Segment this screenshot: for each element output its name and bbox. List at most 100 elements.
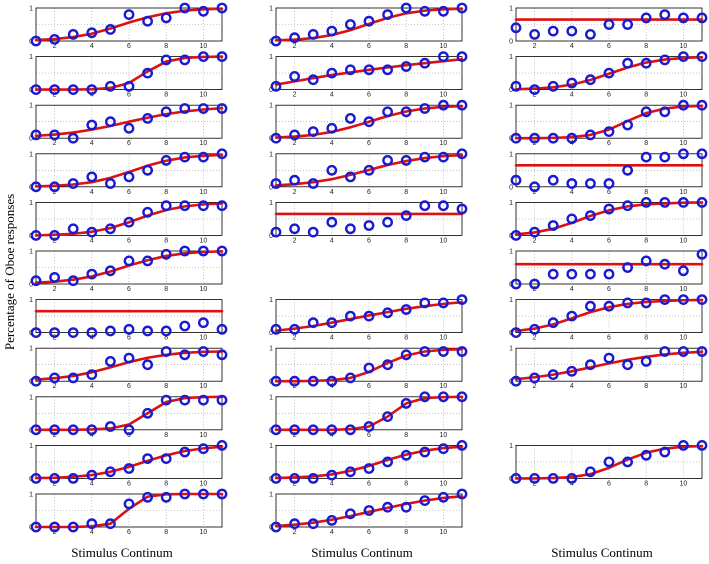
data-point [49, 84, 60, 96]
data-point [659, 258, 671, 270]
data-point [160, 394, 172, 406]
y-tick-label: 1 [269, 103, 273, 110]
data-point [270, 132, 282, 144]
data-point [510, 22, 522, 34]
data-point [123, 352, 135, 364]
data-point [142, 113, 154, 124]
data-point [510, 80, 522, 92]
data-point [179, 446, 191, 458]
x-tick-label: 2 [293, 189, 297, 196]
data-point [197, 443, 209, 455]
panel-frame [275, 201, 463, 236]
panel-frame [35, 104, 223, 139]
x-tick-label: 2 [293, 43, 297, 50]
data-point [696, 148, 708, 160]
data-point [326, 424, 338, 436]
data-point [419, 103, 431, 114]
x-tick-label: 6 [607, 140, 611, 147]
data-point [363, 64, 375, 76]
panel-c2-r2: 2 4 6 8 10 0 1 [269, 51, 468, 99]
data-point [547, 472, 559, 484]
data-point [640, 151, 652, 163]
x-tick-label: 4 [330, 92, 334, 99]
panel-frame [35, 201, 223, 236]
x-tick-label: 8 [644, 335, 648, 342]
y-tick-label: 0 [29, 282, 33, 289]
fit-curve [274, 300, 464, 332]
data-point [344, 223, 356, 235]
y-tick-label: 0 [509, 184, 513, 191]
x-tick-label: 10 [200, 286, 208, 293]
x-tick-label: 6 [607, 237, 611, 244]
data-point [456, 2, 468, 14]
x-tick-label: 4 [570, 140, 574, 147]
x-tick-label: 8 [644, 189, 648, 196]
x-tick-label: 2 [533, 480, 537, 487]
fit-curve [274, 57, 464, 86]
data-point [566, 25, 578, 37]
y-tick-label: 1 [269, 346, 273, 353]
data-point [49, 33, 60, 45]
x-tick-label: 4 [330, 335, 334, 342]
fit-curve [34, 7, 224, 42]
data-point [382, 9, 393, 20]
x-tick-label: 10 [680, 383, 688, 390]
data-point [585, 210, 596, 222]
y-tick-label: 1 [269, 6, 273, 13]
data-point [142, 359, 154, 371]
data-point [86, 171, 98, 183]
data-point [510, 174, 522, 186]
x-tick-label: 2 [533, 140, 537, 147]
x-tick-label: 2 [533, 335, 537, 342]
panel-c2-r5: 2 4 6 8 10 0 1 [269, 200, 468, 244]
y-tick-label: 1 [509, 54, 513, 61]
data-point [289, 223, 300, 235]
data-point [326, 317, 338, 329]
data-point [30, 181, 42, 193]
data-point [216, 148, 228, 160]
data-point [344, 19, 356, 30]
data-point [67, 132, 79, 144]
data-point [622, 359, 633, 371]
x-tick-label: 2 [53, 189, 57, 196]
y-tick-label: 1 [269, 54, 273, 61]
data-point [123, 122, 135, 134]
x-tick-label: 8 [164, 140, 168, 147]
data-point [529, 278, 540, 290]
data-point [585, 129, 596, 141]
panel-c2-r7: 2 4 6 8 10 0 1 [269, 294, 468, 342]
data-point [179, 394, 191, 406]
data-point [270, 375, 282, 387]
y-tick-label: 1 [29, 6, 33, 13]
data-point [603, 300, 615, 312]
x-tick-label: 10 [680, 92, 688, 99]
data-point [123, 171, 135, 183]
data-point [696, 196, 708, 208]
data-point [659, 54, 671, 66]
x-tick-label: 2 [533, 383, 537, 390]
data-point [419, 151, 431, 163]
data-point [307, 226, 319, 238]
data-point [105, 355, 116, 367]
data-point [86, 119, 98, 131]
fit-curve [274, 153, 464, 187]
x-tick-label: 4 [570, 189, 574, 196]
data-point [307, 472, 319, 484]
x-tick-label: 8 [644, 383, 648, 390]
x-tick-label: 6 [127, 237, 131, 244]
data-point [659, 294, 671, 305]
data-point [326, 375, 338, 387]
x-tick-label: 8 [644, 43, 648, 50]
data-point [659, 346, 671, 357]
data-point [696, 294, 708, 305]
data-point [382, 501, 393, 513]
panel-frame [515, 56, 703, 90]
data-point [197, 394, 209, 406]
panel-c1-r3: 2 4 6 8 10 0 1 [29, 103, 228, 147]
